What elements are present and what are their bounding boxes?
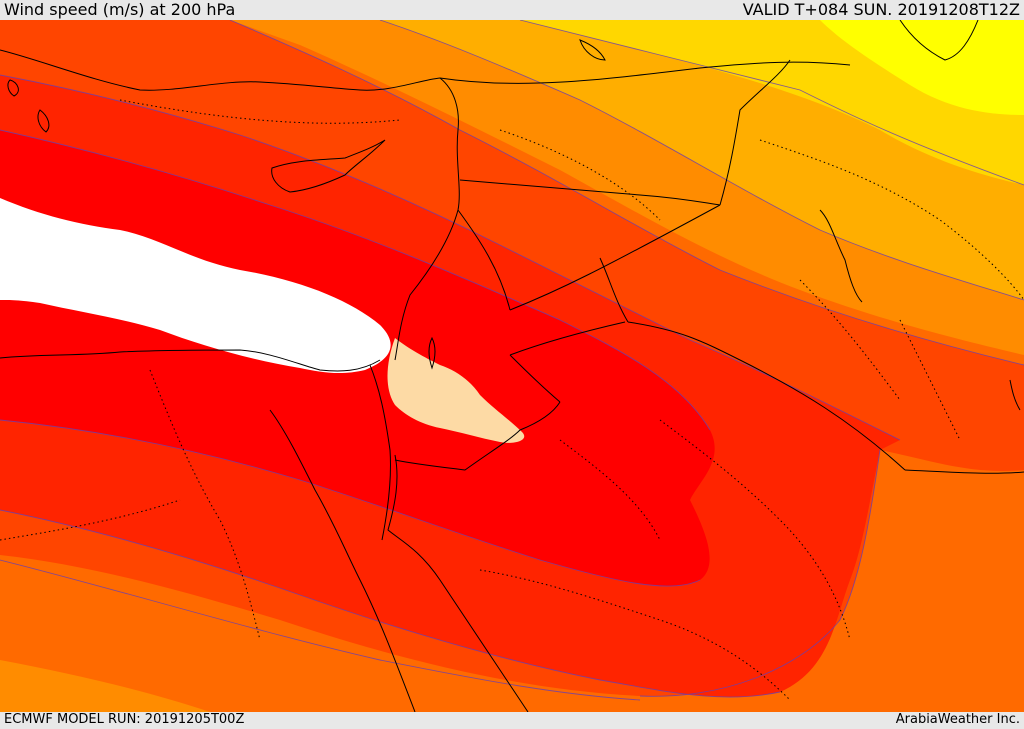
valid-time: VALID T+084 SUN. 20191208T12Z [742, 0, 1020, 19]
coastlines [0, 20, 1021, 712]
band-peach-max [387, 338, 525, 443]
national-borders [369, 59, 1024, 541]
provincial-boundaries [0, 99, 1024, 701]
model-run-label: ECMWF MODEL RUN: 20191205T00Z [4, 712, 245, 727]
provider-label: ArabiaWeather Inc. [895, 712, 1020, 727]
band-deep-orange-lower [0, 660, 210, 712]
band-yellow-upper [820, 20, 1024, 115]
map-canvas [0, 20, 1024, 712]
wind-speed-map[interactable] [0, 20, 1024, 712]
isotach-lines [0, 20, 1024, 701]
map-title: Wind speed (m/s) at 200 hPa [4, 0, 236, 19]
band-orange-lower [0, 560, 640, 712]
band-jet-max-white [0, 198, 391, 374]
